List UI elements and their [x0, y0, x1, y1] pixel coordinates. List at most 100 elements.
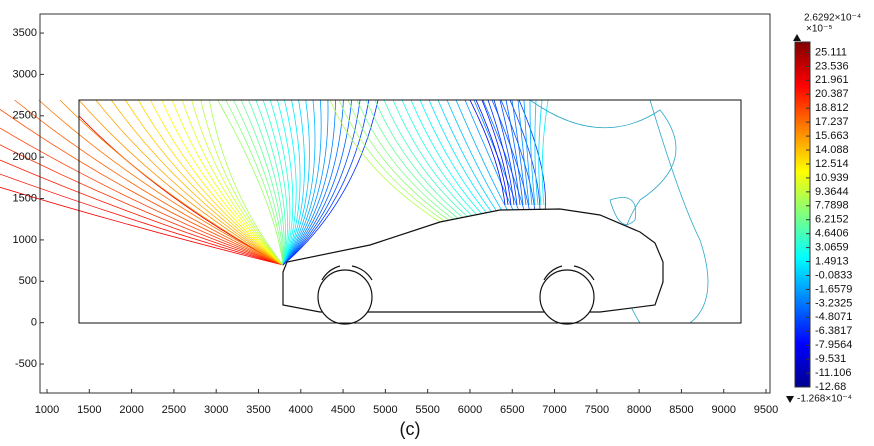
axes-frame	[39, 13, 771, 394]
contour-line	[481, 99, 512, 206]
contour-line	[282, 99, 316, 266]
contour-line	[282, 99, 310, 266]
colorbar-tick-label: -4.8071	[815, 311, 852, 323]
contour-line	[464, 99, 516, 215]
contour-line	[78, 115, 284, 266]
x-tick-label: 3000	[204, 404, 228, 416]
contour-line	[0, 186, 284, 266]
colorbar-tick-label: -11.106	[815, 367, 852, 379]
contour-line	[365, 99, 461, 221]
y-tick-label: 1500	[13, 192, 37, 204]
contour-line	[14, 99, 284, 266]
contour-line	[208, 99, 284, 266]
contour-line	[383, 99, 471, 220]
contour-line	[401, 99, 481, 219]
contour-line	[356, 99, 456, 221]
min-marker	[786, 396, 794, 403]
max-label: 2.6292×10⁻⁴	[804, 13, 861, 24]
contour-line	[269, 99, 291, 266]
contour-line	[392, 99, 476, 219]
x-tick-label: 6500	[500, 404, 524, 416]
min-label: -1.268×10⁻⁴	[797, 394, 852, 405]
contour-line	[499, 99, 521, 206]
x-tick-label: 8500	[669, 404, 693, 416]
colorbar-tick-label: 20.387	[815, 88, 849, 100]
contour-line	[282, 99, 336, 266]
colorbar-tick-label: 25.111	[815, 46, 847, 58]
contour-line	[410, 99, 486, 218]
contour-line	[78, 99, 284, 266]
colorbar-tick-label: 18.812	[815, 102, 849, 114]
contour-line	[38, 99, 284, 266]
x-tick-label: 9000	[711, 404, 735, 416]
colorbar-tick-label: 3.0659	[815, 242, 849, 254]
contour-line	[95, 99, 284, 266]
contour-line	[191, 99, 284, 266]
contour-line	[473, 99, 521, 215]
contour-line	[181, 99, 284, 266]
colorbar-tick-label: 7.7898	[815, 200, 849, 212]
contour-line	[469, 99, 506, 206]
contour-line	[282, 99, 329, 266]
contour-line	[255, 99, 287, 266]
y-tick-label: 2500	[13, 110, 37, 122]
contour-line	[0, 159, 284, 266]
colorbar-tick-label: 9.3644	[815, 186, 849, 198]
contour-line	[138, 99, 284, 266]
contour-line	[59, 99, 284, 266]
contour-line	[282, 99, 305, 266]
colorbar-tick-label: -7.9564	[815, 339, 852, 351]
contour-line	[534, 99, 539, 206]
car-body	[282, 208, 664, 325]
colorbar-tick-label: -9.531	[815, 353, 846, 365]
colorbar-tick-label: 12.514	[815, 158, 849, 170]
y-tick-label: 3000	[13, 68, 37, 80]
contour-line	[0, 127, 284, 266]
contour-line	[225, 99, 284, 266]
x-tick-label: 1000	[35, 404, 59, 416]
contour-line	[282, 99, 297, 266]
x-tick-label: 6000	[458, 404, 482, 416]
contour-line	[0, 108, 284, 266]
contour-line	[282, 99, 379, 266]
contour-line	[217, 99, 284, 266]
contour-line	[161, 99, 284, 266]
contour-line	[347, 99, 451, 222]
contour-line	[282, 99, 370, 266]
max-marker	[793, 34, 801, 41]
colorbar-tick-label: 17.237	[815, 116, 849, 128]
contour-line	[541, 99, 549, 206]
colorbar-tick-label: 6.2152	[815, 214, 849, 226]
colorbar-tick-label: -1.6579	[815, 283, 852, 295]
colorbar-tick-label: -6.3817	[815, 325, 852, 337]
contour-line	[282, 99, 322, 266]
y-tick-label: 3500	[13, 27, 37, 39]
x-tick-label: 5500	[415, 404, 439, 416]
contour-line	[200, 99, 284, 266]
contour-line	[487, 99, 515, 206]
contour-line	[125, 99, 284, 266]
contour-line	[509, 99, 541, 213]
x-tick-label: 2500	[162, 404, 186, 416]
colorbar-tick-label: 21.961	[815, 74, 849, 86]
x-tick-label: 7000	[542, 404, 566, 416]
contour-line	[171, 99, 284, 266]
contour-line	[493, 99, 518, 206]
colorbar-tick-label: -3.2325	[815, 297, 852, 309]
contour-line	[150, 99, 284, 266]
colorbar-tick-label: 15.663	[815, 130, 849, 142]
contour-line	[649, 99, 709, 324]
contour-line	[233, 99, 284, 266]
contour-line	[282, 99, 361, 266]
contour-line	[446, 99, 506, 216]
x-tick-label: 1500	[77, 404, 101, 416]
contour-line	[523, 99, 533, 206]
colorbar-tick-label: -0.0833	[815, 269, 852, 281]
contour-line	[110, 99, 284, 266]
x-tick-label: 9500	[754, 404, 778, 416]
x-tick-label: 4000	[289, 404, 313, 416]
contour-line	[437, 99, 501, 217]
contour-line	[282, 99, 344, 266]
contour-line	[329, 99, 441, 223]
